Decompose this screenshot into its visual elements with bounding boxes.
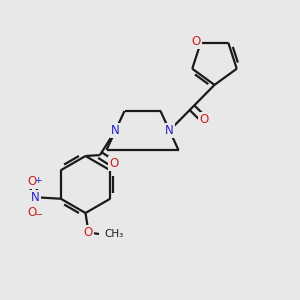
Text: O: O xyxy=(28,206,37,219)
Text: O: O xyxy=(28,175,37,188)
Text: O: O xyxy=(109,158,119,170)
Text: O: O xyxy=(192,34,201,48)
Text: N: N xyxy=(111,124,120,137)
Text: O: O xyxy=(84,226,93,239)
Text: −: − xyxy=(35,210,43,220)
Text: N: N xyxy=(31,191,40,204)
Text: O: O xyxy=(199,113,208,126)
Text: +: + xyxy=(34,176,41,184)
Text: CH₃: CH₃ xyxy=(104,229,124,239)
Text: N: N xyxy=(165,124,174,137)
